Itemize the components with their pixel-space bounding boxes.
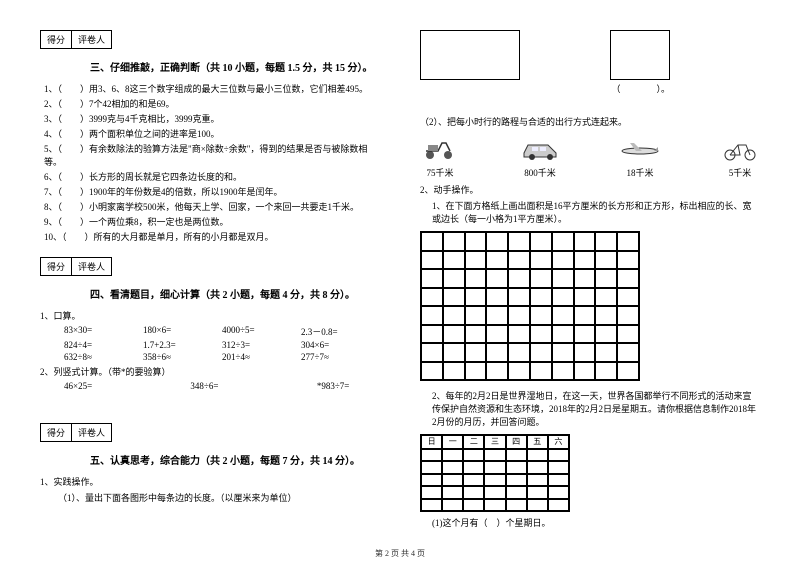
calc-row-4: 46×25=348÷6=*983÷7= — [64, 381, 380, 391]
grid-paper — [420, 231, 640, 381]
page-footer: 第 2 页 共 4 页 — [0, 548, 800, 559]
s5-sub1: 1、实践操作。 — [40, 475, 380, 488]
car-icon — [520, 136, 560, 162]
q3-4: 4、（ ）两个面积单位之间的进率是100。 — [44, 127, 380, 140]
q2-sub1: 1、在下面方格纸上画出面积是16平方厘米的长方形和正方形，标出相应的长、宽或边长… — [432, 199, 760, 225]
q3-2: 2、（ ）7个42相加的和是69。 — [44, 97, 380, 110]
s4-sub2: 2、列竖式计算。（带*的要验算） — [40, 365, 380, 378]
score-box-2: 得分 评卷人 — [40, 257, 112, 276]
q3-10: 10、（ ）所有的大月都是单月，所有的小月都是双月。 — [44, 230, 380, 243]
rect-shape-1 — [420, 30, 520, 80]
score-box-3: 得分 评卷人 — [40, 423, 112, 442]
q3-6: 6、（ ）长方形的周长就是它四条边长度的和。 — [44, 170, 380, 183]
shape-boxes: （ ）。 — [420, 30, 760, 95]
q3-1: 1、（ ）用3、6、8这三个数字组成的最大三位数与最小三位数，它们相差495。 — [44, 82, 380, 95]
rect-shape-2 — [610, 30, 670, 80]
section-3-list: 1、（ ）用3、6、8这三个数字组成的最大三位数与最小三位数，它们相差495。 … — [44, 82, 380, 243]
calc-row-3: 632÷8≈358÷6≈201÷4≈277÷7≈ — [64, 352, 380, 362]
q2-title: 2、动手操作。 — [420, 183, 760, 196]
q3-8: 8、（ ）小明家离学校500米，他每天上学、回家，一个来回一共要走1千米。 — [44, 200, 380, 213]
plane-icon — [620, 136, 660, 162]
section-3-title: 三、仔细推敲，正确判断（共 10 小题，每题 1.5 分，共 15 分）。 — [90, 59, 380, 74]
q-connect: （2）、把每小时行的路程与合适的出行方式连起来。 — [420, 115, 760, 128]
score-col-2: 评卷人 — [72, 31, 111, 48]
s5-sub1a: （1）、量出下面各图形中每条边的长度。（以厘米来为单位） — [58, 491, 380, 504]
calendar-grid: 日一二三四五六 — [420, 434, 570, 512]
score-col-1: 得分 — [41, 31, 72, 48]
transport-bike: 5千米 — [720, 136, 760, 179]
section-4-title: 四、看清题目，细心计算（共 2 小题，每题 4 分，共 8 分）。 — [90, 286, 380, 301]
bike-icon — [720, 136, 760, 162]
score-box: 得分 评卷人 — [40, 30, 112, 49]
calc-row-1: 83×30=180×6=4000÷5=2.3－0.8= — [64, 325, 380, 338]
q2-q: (1)这个月有（ ）个星期日。 — [432, 516, 760, 529]
section-5-title: 五、认真思考，综合能力（共 2 小题，每题 7 分，共 14 分）。 — [90, 452, 380, 467]
scooter-icon — [420, 136, 460, 162]
q3-5: 5、（ ）有余数除法的验算方法是"商×除数÷余数"，得到的结果是否与被除数相等。 — [44, 142, 380, 168]
q3-9: 9、（ ）一个两位乘8，积一定也是两位数。 — [44, 215, 380, 228]
transport-car: 800千米 — [520, 136, 560, 179]
transport-row: 75千米 800千米 18千米 5千米 — [420, 136, 760, 179]
q2-sub2: 2、每年的2月2日是世界湿地日，在这一天，世界各国都举行不同形式的活动来宣传保护… — [432, 389, 760, 428]
calc-row-2: 824÷4=1.7+2.3=312÷3=304×6= — [64, 340, 380, 350]
s4-sub1: 1、口算。 — [40, 309, 380, 322]
q3-7: 7、（ ）1900年的年份数是4的倍数，所以1900年是闰年。 — [44, 185, 380, 198]
q3-3: 3、（ ）3999克与4千克相比，3999克重。 — [44, 112, 380, 125]
transport-scooter: 75千米 — [420, 136, 460, 179]
transport-plane: 18千米 — [620, 136, 660, 179]
paren-blank: （ ）。 — [610, 82, 670, 95]
